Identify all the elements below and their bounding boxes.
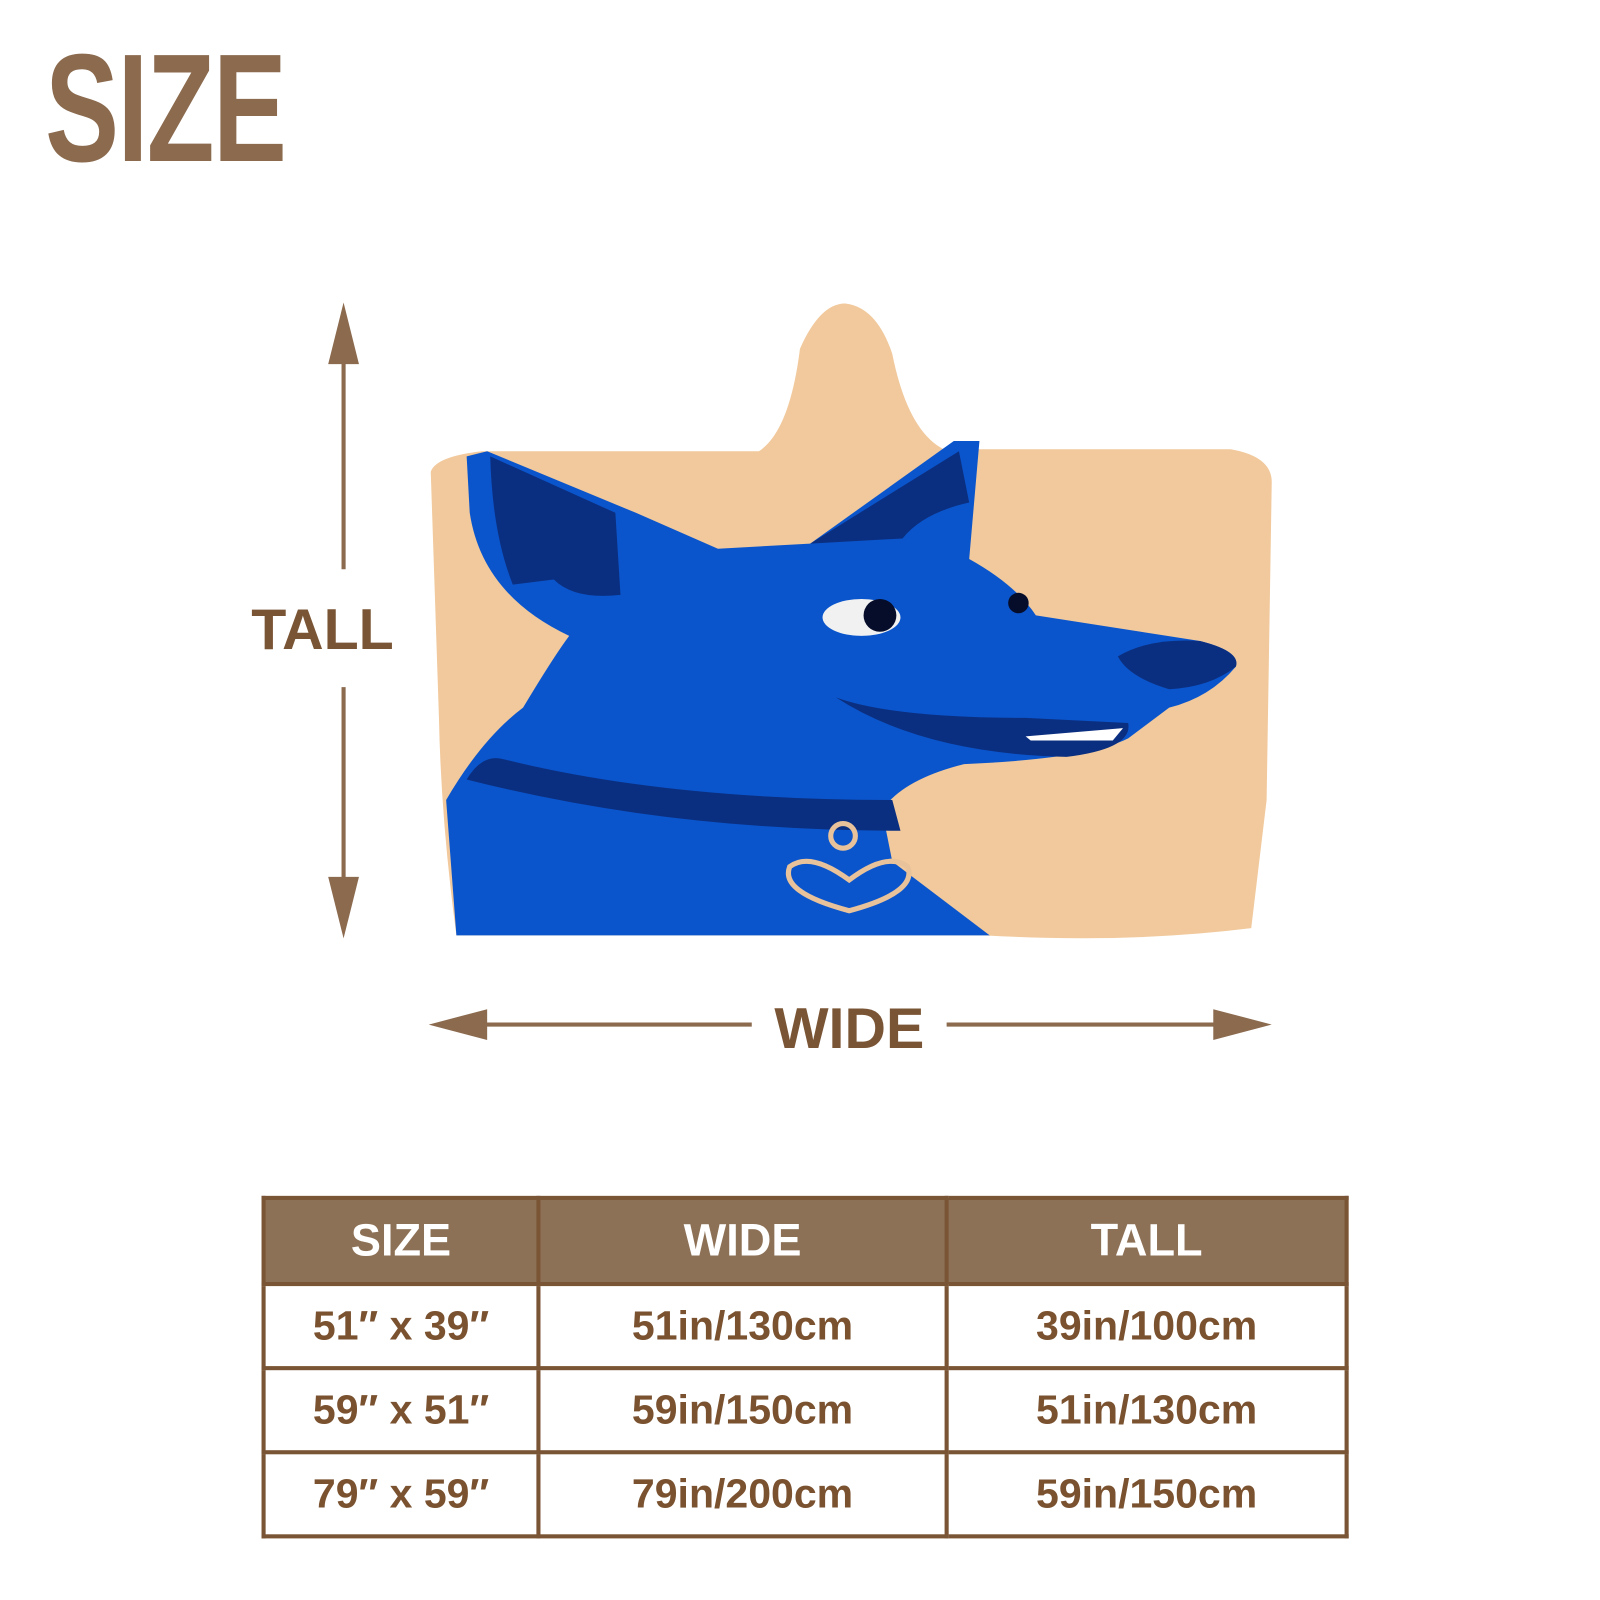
cell-wide: 79in/200cm: [536, 1450, 949, 1539]
cell-wide: 59in/150cm: [536, 1366, 949, 1455]
table-header-row: SIZE WIDE TALL: [261, 1195, 1349, 1287]
cell-tall: 51in/130cm: [944, 1366, 1349, 1455]
header-tall: TALL: [944, 1195, 1349, 1287]
table-row: 59″ x 51″ 59in/150cm 51in/130cm: [261, 1366, 1349, 1455]
wide-arrow-icon: [428, 1009, 1272, 1040]
cell-size: 79″ x 59″: [261, 1450, 541, 1539]
cell-wide: 51in/130cm: [536, 1281, 949, 1371]
header-wide: WIDE: [536, 1195, 949, 1287]
cell-tall: 39in/100cm: [944, 1281, 1349, 1371]
cell-tall: 59in/150cm: [944, 1450, 1349, 1539]
header-size: SIZE: [261, 1195, 541, 1287]
tall-label: TALL: [251, 596, 394, 662]
cell-size: 59″ x 51″: [261, 1366, 541, 1455]
table-row: 79″ x 59″ 79in/200cm 59in/150cm: [261, 1450, 1349, 1539]
page-title: SIZE: [45, 21, 287, 194]
wide-label: WIDE: [774, 995, 925, 1061]
cell-size: 51″ x 39″: [261, 1281, 541, 1371]
size-table: SIZE WIDE TALL 51″ x 39″ 51in/130cm 39in…: [261, 1195, 1349, 1539]
table-row: 51″ x 39″ 51in/130cm 39in/100cm: [261, 1281, 1349, 1371]
hooded-blanket-image: [430, 303, 1272, 939]
tall-arrow-icon: [328, 302, 359, 939]
